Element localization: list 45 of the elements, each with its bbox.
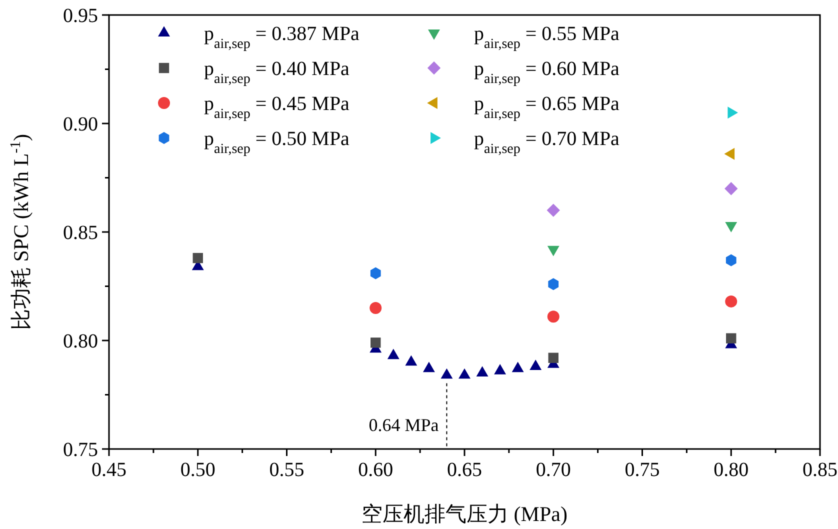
legend-label: p$_{air,sep}$ = 0.70 MPa [474,128,620,156]
annotation: 0.64 MPa [368,415,439,435]
legend-label: p$_{air,sep}$ = 0.387 MPa [204,23,360,52]
x-axis-title: 空压机排气压力 (MPa) [362,502,568,526]
y-tick-label: 0.75 [63,439,98,461]
point [530,360,542,370]
x-tick-label: 0.60 [358,459,394,481]
point [422,362,435,372]
point [725,295,738,308]
legend-label: p$_{air,sep}$ = 0.50 MPa [204,128,350,156]
point [494,364,506,374]
y-tick-label: 0.85 [63,222,98,244]
point [370,338,381,348]
x-tick-label: 0.55 [269,459,304,481]
y-tick-label: 0.80 [63,330,98,352]
point [546,204,560,217]
point [512,362,524,372]
x-tick-label: 0.50 [180,459,216,481]
point [548,352,558,363]
legend-label: p$_{air,sep}$ = 0.40 MPa [204,58,350,86]
point [726,254,736,266]
x-tick-label: 0.70 [536,459,571,481]
point [726,333,736,344]
point [370,267,381,280]
y-tick-label: 0.95 [63,5,98,27]
x-tick-label: 0.85 [802,459,838,481]
point [192,252,203,264]
point [724,182,738,196]
point [370,302,382,314]
legend-label: p$_{air,sep}$ = 0.60 MPa [474,58,620,86]
point [440,368,453,379]
x-tick-label: 0.75 [624,459,660,481]
legend-label: p$_{air,sep}$ = 0.45 MPa [204,93,350,122]
point [548,278,559,290]
x-tick-label: 0.45 [92,459,126,481]
point [458,368,470,379]
point [476,366,488,376]
legend-label: p$_{air,sep}$ = 0.55 MPa [474,23,620,52]
y-tick-label: 0.90 [63,114,98,136]
x-tick-label: 0.80 [714,459,749,481]
point [405,355,418,366]
point [547,310,560,323]
legend-label: p$_{air,sep}$ = 0.65 MPa [474,93,620,122]
x-tick-label: 0.65 [447,459,482,481]
point [387,348,400,360]
